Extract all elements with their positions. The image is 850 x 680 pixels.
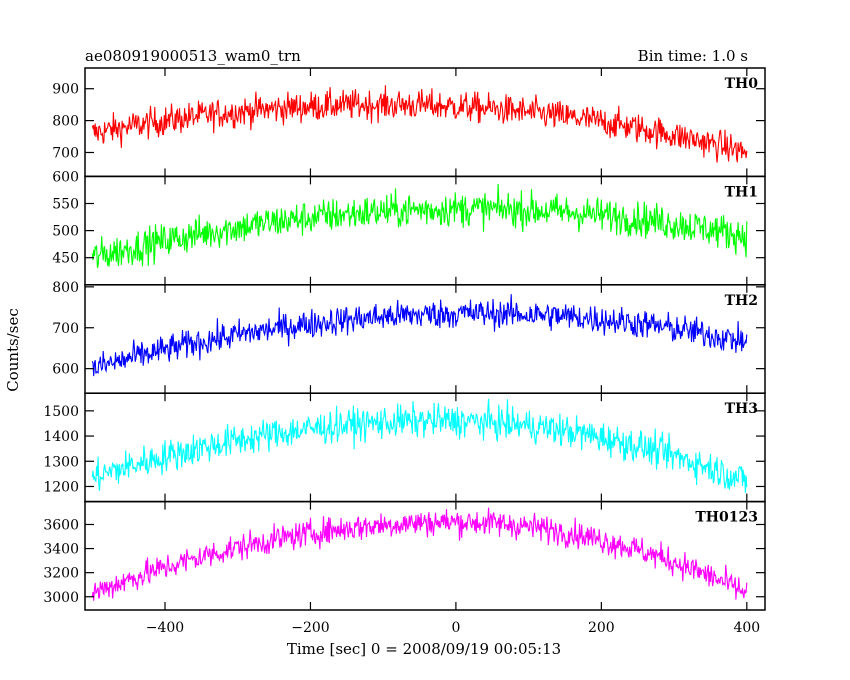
y-tick-label: 600 xyxy=(52,169,79,185)
y-tick-label: 800 xyxy=(52,280,79,296)
series-line-th2 xyxy=(91,294,748,377)
y-tick-label: 1300 xyxy=(43,454,79,470)
x-axis-label: Time [sec] 0 = 2008/09/19 00:05:13 xyxy=(287,640,561,658)
x-tick-label: −400 xyxy=(146,620,184,636)
panels-group: 700 800 900 TH0 450 500 550 600 TH1 600 700 800 TH2 1… xyxy=(43,67,766,636)
y-tick-label: 550 xyxy=(52,197,79,213)
y-tick-label: 1500 xyxy=(43,404,79,420)
y-tick-label: 3200 xyxy=(43,566,79,582)
series-line-th0 xyxy=(91,85,748,163)
bin-time-label: Bin time: 1.0 s xyxy=(638,47,748,65)
panel-label-th2: TH2 xyxy=(725,293,758,309)
y-tick-label: 700 xyxy=(52,145,79,161)
y-tick-label: 3400 xyxy=(43,542,79,558)
x-tick-label: −200 xyxy=(291,620,329,636)
panel-frame-th2 xyxy=(84,284,766,394)
panel-frame-th0123 xyxy=(84,500,766,611)
panel-label-th1: TH1 xyxy=(725,184,758,200)
series-line-th3 xyxy=(91,398,748,493)
y-tick-label: 900 xyxy=(52,82,79,98)
panel-label-th3: TH3 xyxy=(725,401,758,417)
y-tick-label: 800 xyxy=(52,114,79,130)
series-line-th0123 xyxy=(91,507,748,601)
y-tick-label: 450 xyxy=(52,251,79,267)
x-tick-label: 400 xyxy=(733,620,760,636)
y-tick-label: 600 xyxy=(52,362,79,378)
x-tick-label: 0 xyxy=(451,620,460,636)
y-tick-label: 3000 xyxy=(43,590,79,606)
y-tick-label: 700 xyxy=(52,321,79,337)
series-line-th1 xyxy=(91,183,748,268)
panel-label-th0: TH0 xyxy=(725,76,759,92)
y-tick-label: 500 xyxy=(52,224,79,240)
chart-title: ae080919000513_wam0_trn xyxy=(85,47,301,65)
x-tick-label: 200 xyxy=(588,620,615,636)
y-tick-label: 3600 xyxy=(43,517,79,533)
y-tick-label: 1400 xyxy=(43,429,79,445)
panel-label-th0123: TH0123 xyxy=(695,510,758,526)
y-tick-label: 1200 xyxy=(43,479,79,495)
y-axis-label: Counts/sec xyxy=(4,308,22,392)
